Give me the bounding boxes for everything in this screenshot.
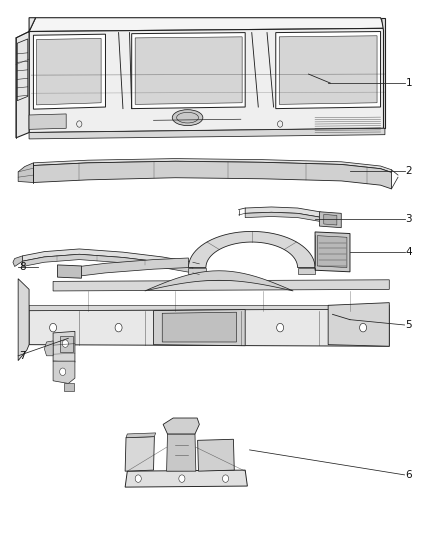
Polygon shape bbox=[53, 332, 75, 362]
Polygon shape bbox=[53, 280, 389, 291]
Circle shape bbox=[360, 324, 367, 332]
Circle shape bbox=[179, 475, 185, 482]
Polygon shape bbox=[29, 18, 385, 31]
Polygon shape bbox=[16, 18, 35, 138]
Polygon shape bbox=[297, 268, 315, 274]
Polygon shape bbox=[29, 305, 389, 311]
Text: 2: 2 bbox=[406, 166, 412, 176]
Polygon shape bbox=[153, 310, 245, 346]
Text: 3: 3 bbox=[406, 214, 412, 224]
Polygon shape bbox=[18, 279, 29, 361]
Ellipse shape bbox=[172, 110, 203, 126]
Polygon shape bbox=[64, 383, 74, 391]
Polygon shape bbox=[29, 28, 385, 133]
Circle shape bbox=[115, 324, 122, 332]
Polygon shape bbox=[276, 31, 381, 109]
Circle shape bbox=[277, 324, 284, 332]
Polygon shape bbox=[53, 361, 75, 383]
Polygon shape bbox=[13, 256, 22, 266]
Polygon shape bbox=[29, 114, 66, 130]
Polygon shape bbox=[44, 341, 53, 356]
Text: 5: 5 bbox=[406, 320, 412, 330]
Polygon shape bbox=[317, 236, 347, 268]
Polygon shape bbox=[33, 161, 392, 189]
Polygon shape bbox=[245, 212, 332, 225]
Polygon shape bbox=[29, 128, 385, 139]
Polygon shape bbox=[324, 214, 337, 225]
Polygon shape bbox=[125, 437, 154, 471]
Text: 8: 8 bbox=[19, 262, 26, 271]
Polygon shape bbox=[188, 231, 315, 268]
Polygon shape bbox=[33, 159, 392, 172]
Text: 4: 4 bbox=[406, 247, 412, 256]
Polygon shape bbox=[79, 258, 188, 276]
Polygon shape bbox=[188, 268, 206, 274]
Polygon shape bbox=[315, 232, 350, 272]
Polygon shape bbox=[22, 254, 193, 273]
Circle shape bbox=[62, 340, 68, 348]
Polygon shape bbox=[17, 39, 28, 101]
Text: 7: 7 bbox=[19, 351, 26, 361]
Polygon shape bbox=[245, 207, 332, 221]
Polygon shape bbox=[319, 212, 341, 228]
Polygon shape bbox=[29, 309, 389, 346]
Polygon shape bbox=[60, 336, 73, 352]
Polygon shape bbox=[132, 33, 245, 109]
Polygon shape bbox=[381, 18, 385, 128]
Polygon shape bbox=[145, 271, 293, 291]
Polygon shape bbox=[125, 470, 247, 487]
Circle shape bbox=[60, 368, 66, 375]
Polygon shape bbox=[198, 439, 234, 471]
Polygon shape bbox=[126, 433, 155, 438]
Circle shape bbox=[223, 475, 229, 482]
Polygon shape bbox=[33, 34, 106, 109]
Circle shape bbox=[49, 324, 57, 332]
Polygon shape bbox=[279, 36, 377, 104]
Polygon shape bbox=[36, 38, 101, 105]
Polygon shape bbox=[163, 418, 199, 434]
Text: 1: 1 bbox=[406, 78, 412, 88]
Polygon shape bbox=[57, 265, 81, 278]
Circle shape bbox=[135, 475, 141, 482]
Polygon shape bbox=[166, 434, 196, 471]
Polygon shape bbox=[135, 37, 242, 104]
Text: 6: 6 bbox=[406, 470, 412, 480]
Polygon shape bbox=[328, 303, 389, 346]
Polygon shape bbox=[22, 249, 193, 268]
Polygon shape bbox=[162, 312, 237, 342]
Polygon shape bbox=[18, 163, 33, 182]
